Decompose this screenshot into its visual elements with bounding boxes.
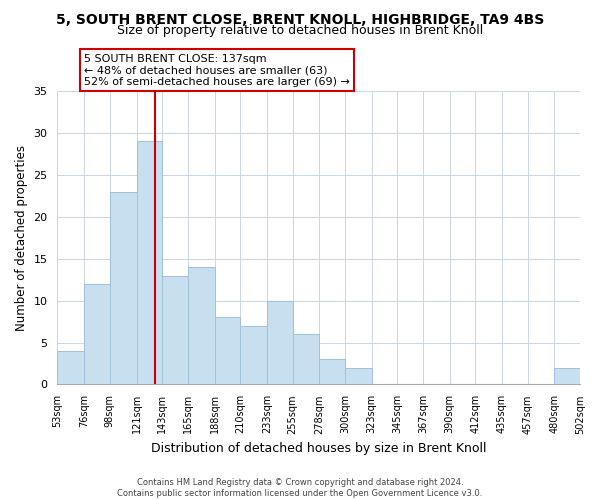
Text: Contains HM Land Registry data © Crown copyright and database right 2024.
Contai: Contains HM Land Registry data © Crown c… (118, 478, 482, 498)
Bar (188, 267, 215, 384)
Y-axis label: Number of detached properties: Number of detached properties (15, 145, 28, 331)
Bar (319, 360, 345, 384)
Bar (110, 192, 137, 384)
Text: 5 SOUTH BRENT CLOSE: 137sqm
← 48% of detached houses are smaller (63)
52% of sem: 5 SOUTH BRENT CLOSE: 137sqm ← 48% of det… (84, 54, 350, 87)
X-axis label: Distribution of detached houses by size in Brent Knoll: Distribution of detached houses by size … (151, 442, 487, 455)
Bar (267, 300, 293, 384)
Bar (58, 351, 84, 384)
Text: Size of property relative to detached houses in Brent Knoll: Size of property relative to detached ho… (117, 24, 483, 37)
Bar (293, 334, 319, 384)
Bar (137, 142, 162, 384)
Bar (240, 326, 267, 384)
Bar (84, 284, 110, 384)
Bar (215, 318, 240, 384)
Text: 5, SOUTH BRENT CLOSE, BRENT KNOLL, HIGHBRIDGE, TA9 4BS: 5, SOUTH BRENT CLOSE, BRENT KNOLL, HIGHB… (56, 12, 544, 26)
Bar (162, 276, 188, 384)
Bar (554, 368, 580, 384)
Bar (345, 368, 371, 384)
